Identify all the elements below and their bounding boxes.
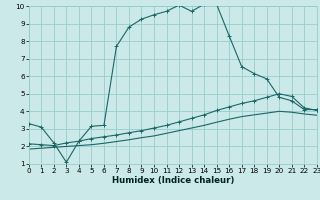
X-axis label: Humidex (Indice chaleur): Humidex (Indice chaleur) bbox=[112, 176, 234, 185]
